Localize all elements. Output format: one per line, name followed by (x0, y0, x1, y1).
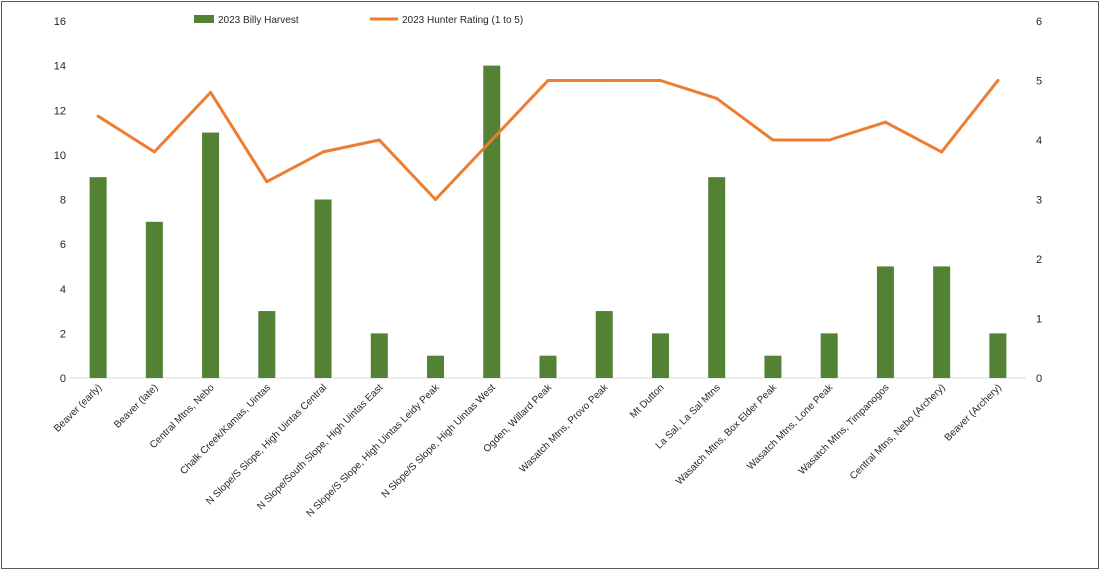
bar (539, 355, 557, 378)
bar (933, 266, 951, 378)
y-axis-left: 0 2 4 6 8 10 12 14 16 (54, 16, 66, 385)
bar (876, 266, 894, 378)
legend-item-billy-harvest: 2023 Billy Harvest (194, 15, 299, 26)
bar (651, 333, 669, 378)
y-left-tick-label: 6 (60, 239, 66, 251)
line-point (940, 150, 944, 154)
line-point (434, 198, 438, 201)
x-tick-label: Beaver (late) (112, 382, 160, 430)
line-point (152, 150, 156, 154)
line-point (490, 138, 494, 142)
legend-label-billy-harvest: 2023 Billy Harvest (218, 15, 299, 26)
line-point (377, 138, 381, 142)
bar-series (89, 65, 1007, 378)
y-left-tick-label: 4 (60, 284, 66, 296)
y-left-tick-label: 8 (60, 195, 66, 207)
bar (89, 177, 107, 378)
x-tick-label: Beaver (early) (52, 382, 104, 434)
y-left-tick-label: 12 (54, 105, 66, 117)
line-point (771, 138, 775, 142)
x-tick-label: Wasatch Mtns, Timpanogos (797, 382, 892, 477)
x-tick-label: Mt Dutton (628, 382, 666, 420)
y-right-tick-label: 2 (1036, 254, 1042, 266)
line-point (883, 120, 887, 124)
bar (145, 221, 163, 378)
x-tick-label: N Slope/South Slope, High Uintas East (255, 382, 385, 512)
line-point (602, 79, 606, 82)
bar (989, 333, 1007, 378)
bar (258, 311, 276, 378)
y-left-tick-label: 14 (54, 61, 66, 73)
line-point (209, 90, 213, 94)
line-series (96, 79, 1000, 201)
legend-swatch-billy-harvest (194, 15, 214, 23)
x-tick-label: Central Mtns, Nebo (Archery) (848, 382, 948, 482)
x-tick-label: Beaver (Archery) (943, 382, 1004, 443)
x-tick-label: Wasatch Mtns, Box Elder Peak (674, 382, 780, 488)
bar (370, 333, 388, 378)
y-right-tick-label: 0 (1036, 373, 1042, 385)
line-point (715, 96, 719, 100)
bar (314, 199, 332, 378)
y-left-tick-label: 16 (54, 16, 66, 28)
y-left-tick-label: 2 (60, 328, 66, 340)
y-right-tick-label: 3 (1036, 195, 1042, 207)
bar (820, 333, 838, 378)
legend-item-hunter-rating: 2023 Hunter Rating (1 to 5) (370, 15, 523, 26)
y-left-tick-label: 0 (60, 373, 66, 385)
legend: 2023 Billy Harvest 2023 Hunter Rating (1… (194, 15, 523, 26)
bar (764, 355, 782, 378)
bar (595, 311, 613, 378)
x-tick-label: N Slope/S Slope, High Uintas West (380, 382, 498, 500)
y-right-tick-label: 1 (1036, 314, 1042, 326)
bar (708, 177, 726, 378)
line-point (996, 79, 1000, 82)
line-point (827, 138, 831, 142)
line-point (96, 114, 100, 118)
x-tick-label: Wasatch Mtns, Provo Peak (518, 382, 612, 476)
y-right-tick-label: 6 (1036, 16, 1042, 28)
legend-label-hunter-rating: 2023 Hunter Rating (1 to 5) (402, 15, 523, 26)
series-line-hunter-rating (96, 79, 1000, 201)
line-point (321, 150, 325, 154)
x-tick-label: N Slope/S Slope, High Uintas Central (204, 382, 329, 507)
line-point (546, 79, 550, 82)
bar (427, 355, 445, 378)
y-axis-right: 0 1 2 3 4 5 6 (1036, 16, 1042, 385)
x-axis-labels: Beaver (early) Beaver (late) Central Mtns,… (52, 382, 1004, 520)
y-left-tick-label: 10 (54, 150, 66, 162)
line-point (265, 180, 269, 184)
line-point (658, 79, 662, 82)
x-tick-label: Chalk Creek/Kamas, Uintas (178, 382, 273, 477)
bar (202, 132, 220, 378)
y-right-tick-label: 5 (1036, 76, 1042, 88)
y-right-tick-label: 4 (1036, 135, 1042, 147)
bar (483, 65, 501, 378)
